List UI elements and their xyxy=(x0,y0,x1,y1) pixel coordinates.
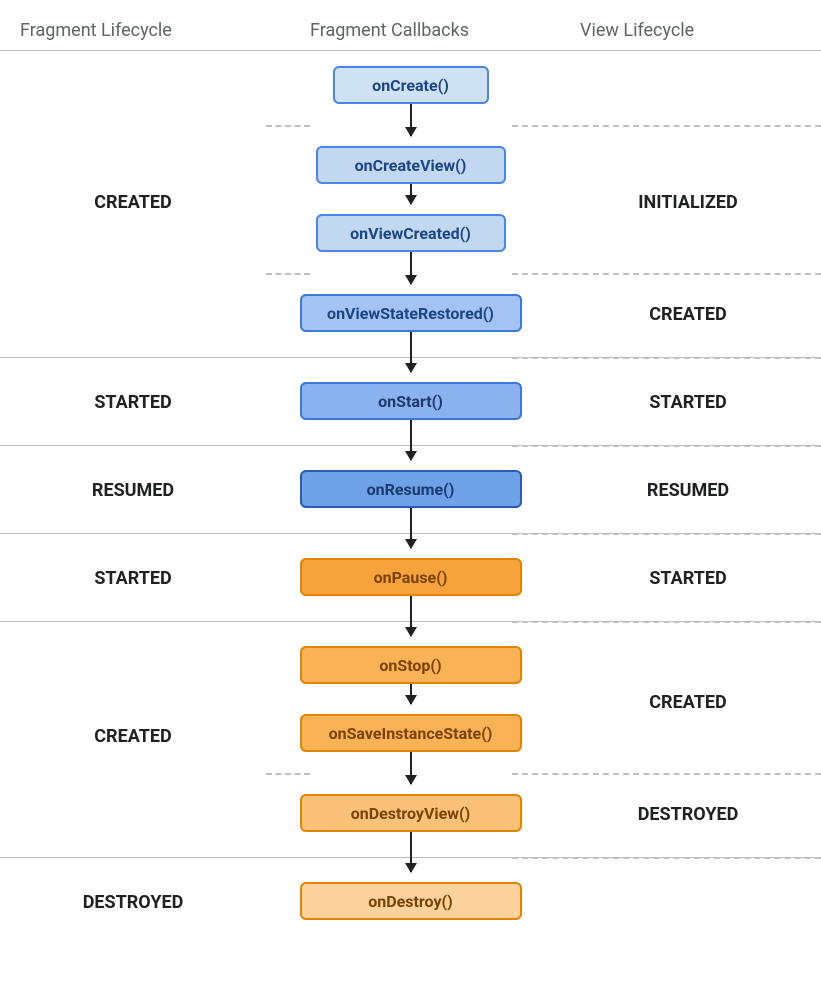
callback-onPause: onPause() xyxy=(300,558,522,596)
dashed-divider xyxy=(512,357,821,359)
dashed-divider xyxy=(512,621,821,623)
callback-onCreate: onCreate() xyxy=(333,66,489,104)
callback-onViewCreated: onViewCreated() xyxy=(316,214,506,252)
divider-line xyxy=(0,50,821,51)
dashed-divider xyxy=(512,533,821,535)
arrow-down-icon xyxy=(410,184,412,204)
dashed-divider xyxy=(512,125,821,127)
fragment-state-label: STARTED xyxy=(0,568,266,589)
col-header-fragment-callbacks: Fragment Callbacks xyxy=(310,20,469,41)
callback-onResume: onResume() xyxy=(300,470,522,508)
callback-onDestroyView: onDestroyView() xyxy=(300,794,522,832)
view-state-label: STARTED xyxy=(555,568,821,589)
view-state-label: CREATED xyxy=(555,692,821,713)
dashed-divider xyxy=(266,773,310,775)
fragment-state-label: CREATED xyxy=(0,192,266,213)
view-state-label: INITIALIZED xyxy=(555,192,821,213)
view-state-label: RESUMED xyxy=(555,480,821,501)
col-header-fragment-lifecycle: Fragment Lifecycle xyxy=(20,20,172,41)
arrow-down-icon xyxy=(410,508,412,548)
callback-onDestroy: onDestroy() xyxy=(300,882,522,920)
callback-onSaveInstanceState: onSaveInstanceState() xyxy=(300,714,522,752)
callback-onStop: onStop() xyxy=(300,646,522,684)
callback-onViewStateRestored: onViewStateRestored() xyxy=(300,294,522,332)
dashed-divider xyxy=(512,445,821,447)
dashed-divider xyxy=(512,773,821,775)
dashed-divider xyxy=(266,125,310,127)
dashed-divider xyxy=(512,857,821,859)
fragment-state-label: STARTED xyxy=(0,392,266,413)
dashed-divider xyxy=(266,273,310,275)
arrow-down-icon xyxy=(410,420,412,460)
arrow-down-icon xyxy=(410,832,412,872)
callback-onStart: onStart() xyxy=(300,382,522,420)
callback-onCreateView: onCreateView() xyxy=(316,146,506,184)
view-state-label: DESTROYED xyxy=(555,804,821,825)
view-state-label: STARTED xyxy=(555,392,821,413)
arrow-down-icon xyxy=(410,252,412,284)
arrow-down-icon xyxy=(410,684,412,704)
dashed-divider xyxy=(512,273,821,275)
arrow-down-icon xyxy=(410,332,412,372)
fragment-state-label: CREATED xyxy=(0,726,266,747)
arrow-down-icon xyxy=(410,752,412,784)
view-state-label: CREATED xyxy=(555,304,821,325)
fragment-state-label: DESTROYED xyxy=(0,892,266,913)
fragment-state-label: RESUMED xyxy=(0,480,266,501)
lifecycle-diagram: Fragment Lifecycle Fragment Callbacks Vi… xyxy=(0,0,821,1004)
arrow-down-icon xyxy=(410,596,412,636)
arrow-down-icon xyxy=(410,104,412,136)
col-header-view-lifecycle: View Lifecycle xyxy=(580,20,694,41)
